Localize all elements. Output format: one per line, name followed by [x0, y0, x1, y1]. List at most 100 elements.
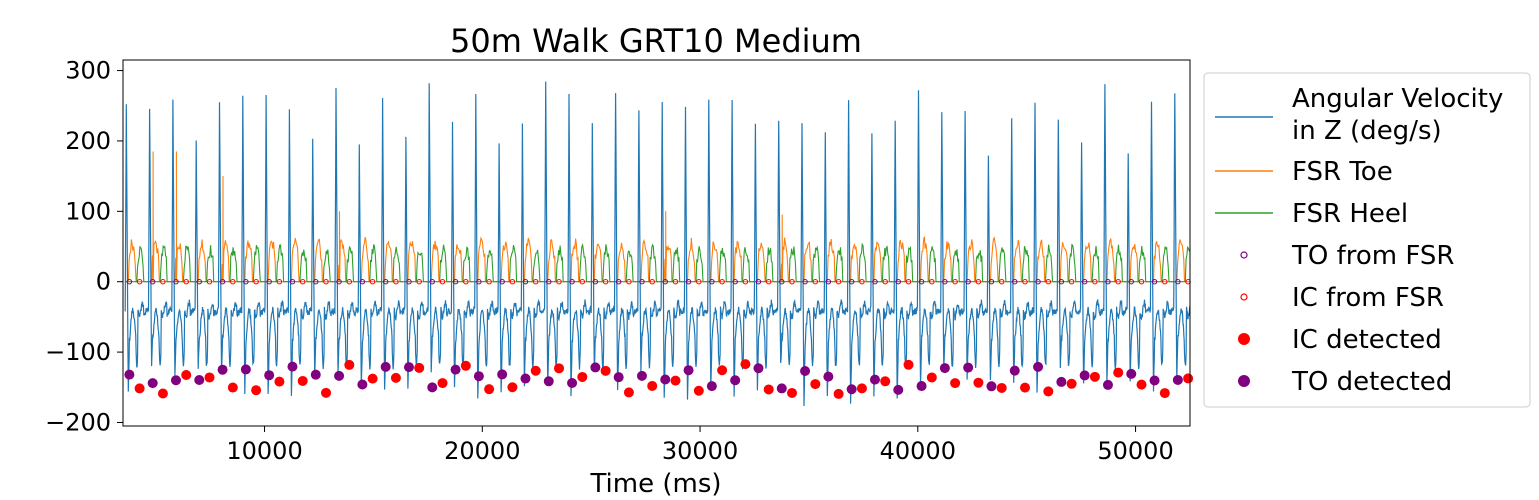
ic-detected-point: [740, 359, 751, 370]
to-from-fsr-point: [639, 279, 645, 285]
to-from-fsr-point: [755, 279, 762, 285]
ic-from-fsr-point: [183, 279, 189, 285]
to-detected-point: [380, 361, 391, 372]
x-tick-label: 50000: [1097, 437, 1173, 465]
ic-detected-point: [1089, 371, 1100, 382]
ic-detected-point: [1066, 378, 1077, 389]
ic-detected-point: [274, 376, 285, 387]
ic-from-fsr-point: [1022, 279, 1028, 285]
ic-detected-point: [1113, 367, 1124, 378]
to-detected-point: [846, 384, 857, 395]
to-from-fsr-point: [662, 279, 668, 285]
legend-label: IC detected: [1292, 325, 1442, 355]
ic-detected-point: [134, 383, 145, 394]
to-from-fsr-point: [1128, 279, 1134, 285]
ic-from-fsr-point: [393, 279, 399, 285]
to-detected-point: [1126, 368, 1137, 379]
ic-from-fsr-point: [346, 279, 353, 285]
ic-from-fsr-point: [323, 279, 329, 285]
to-detected-point: [1172, 374, 1183, 385]
legend-frame: [1203, 72, 1531, 408]
ic-detected-point: [204, 372, 215, 383]
to-from-fsr-point: [685, 279, 692, 285]
ic-from-fsr-point: [416, 279, 422, 285]
to-from-fsr-point: [359, 279, 366, 285]
to-detected-point: [124, 369, 135, 380]
to-from-fsr-point: [289, 279, 296, 285]
ic-from-fsr-point: [626, 279, 632, 285]
to-detected-point: [147, 378, 158, 389]
ic-detected-point: [833, 388, 844, 399]
ic-detected-point: [1043, 386, 1054, 397]
legend-label: Angular Velocity: [1292, 84, 1503, 114]
to-detected-point: [334, 370, 345, 381]
ic-detected-point: [623, 387, 634, 398]
ic-from-fsr-point: [999, 279, 1005, 285]
to-detected-point: [636, 370, 647, 381]
to-detected-point: [194, 374, 205, 385]
ic-from-fsr-point: [253, 279, 259, 285]
to-from-fsr-point: [918, 279, 925, 285]
to-from-fsr-point: [942, 279, 948, 285]
axes: 10000 20000 30000 40000 50000 −200 −100 0 100 200…: [45, 57, 1174, 465]
ic-from-fsr-point: [509, 279, 516, 285]
ic-detected-point: [321, 387, 332, 398]
ic-detected-point: [880, 376, 891, 387]
to-detected-point: [473, 371, 484, 382]
ic-from-fsr-point: [766, 279, 772, 285]
plot-frame: [122, 59, 1191, 427]
ic-detected-point: [950, 378, 961, 389]
ic-from-fsr-point: [742, 279, 749, 285]
legend: Angular Velocity in Z (deg/s) FSR Toe FSR …: [1203, 72, 1531, 408]
ic-detected-point: [1159, 388, 1170, 399]
ic-from-fsr-point: [952, 279, 958, 285]
x-tick-label: 40000: [880, 437, 956, 465]
to-from-fsr-point: [1175, 279, 1181, 285]
ic-from-fsr-point: [649, 279, 655, 285]
ic-from-fsr-point: [276, 279, 283, 285]
y-tick-label: 200: [65, 127, 111, 155]
ic-from-fsr-point: [1162, 279, 1168, 285]
ic-from-fsr-point: [975, 279, 982, 285]
to-detected-point: [753, 363, 764, 374]
to-detected-point: [450, 364, 461, 375]
ic-detected-point: [973, 377, 984, 388]
ic-detected-point: [251, 385, 262, 396]
to-detected-point: [986, 381, 997, 392]
ic-detected-point: [763, 384, 774, 395]
to-detected-point: [869, 374, 880, 385]
ic-from-fsr-point: [230, 279, 236, 285]
to-from-fsr-point: [1105, 279, 1111, 285]
to-detected-point: [217, 364, 228, 375]
to-from-fsr-point: [709, 279, 715, 285]
to-from-fsr-point: [802, 279, 808, 285]
ic-from-fsr-point: [859, 279, 865, 285]
ic-detected-point: [390, 372, 401, 383]
to-from-fsr-point: [1151, 279, 1158, 285]
to-from-fsr-point: [1081, 279, 1088, 285]
plot-series: [124, 81, 1190, 407]
to-detected-point: [1079, 370, 1090, 381]
to-detected-point: [916, 381, 927, 392]
ic-from-fsr-point: [882, 279, 888, 285]
x-axis-label: Time (ms): [589, 469, 721, 499]
to-detected-point: [660, 374, 671, 385]
to-from-fsr-point: [569, 279, 575, 285]
ic-from-fsr-point: [672, 279, 679, 285]
legend-swatch-ic-from-fsr: [1240, 293, 1248, 301]
ic-detected-point: [647, 380, 658, 391]
legend-label: IC from FSR: [1292, 283, 1444, 313]
series-angular-velocity: [124, 81, 1190, 407]
plot-markers: [124, 279, 1194, 399]
to-detected-point: [1102, 379, 1113, 390]
legend-label: TO from FSR: [1291, 241, 1454, 271]
to-from-fsr-point: [382, 279, 389, 285]
to-from-fsr-point: [173, 279, 179, 285]
to-detected-point: [427, 382, 438, 393]
to-detected-point: [706, 381, 717, 392]
ic-detected-point: [600, 365, 611, 376]
legend-label: in Z (deg/s): [1292, 116, 1442, 146]
legend-label: FSR Toe: [1292, 157, 1393, 187]
to-from-fsr-point: [219, 279, 226, 285]
ic-from-fsr-point: [1045, 279, 1052, 285]
